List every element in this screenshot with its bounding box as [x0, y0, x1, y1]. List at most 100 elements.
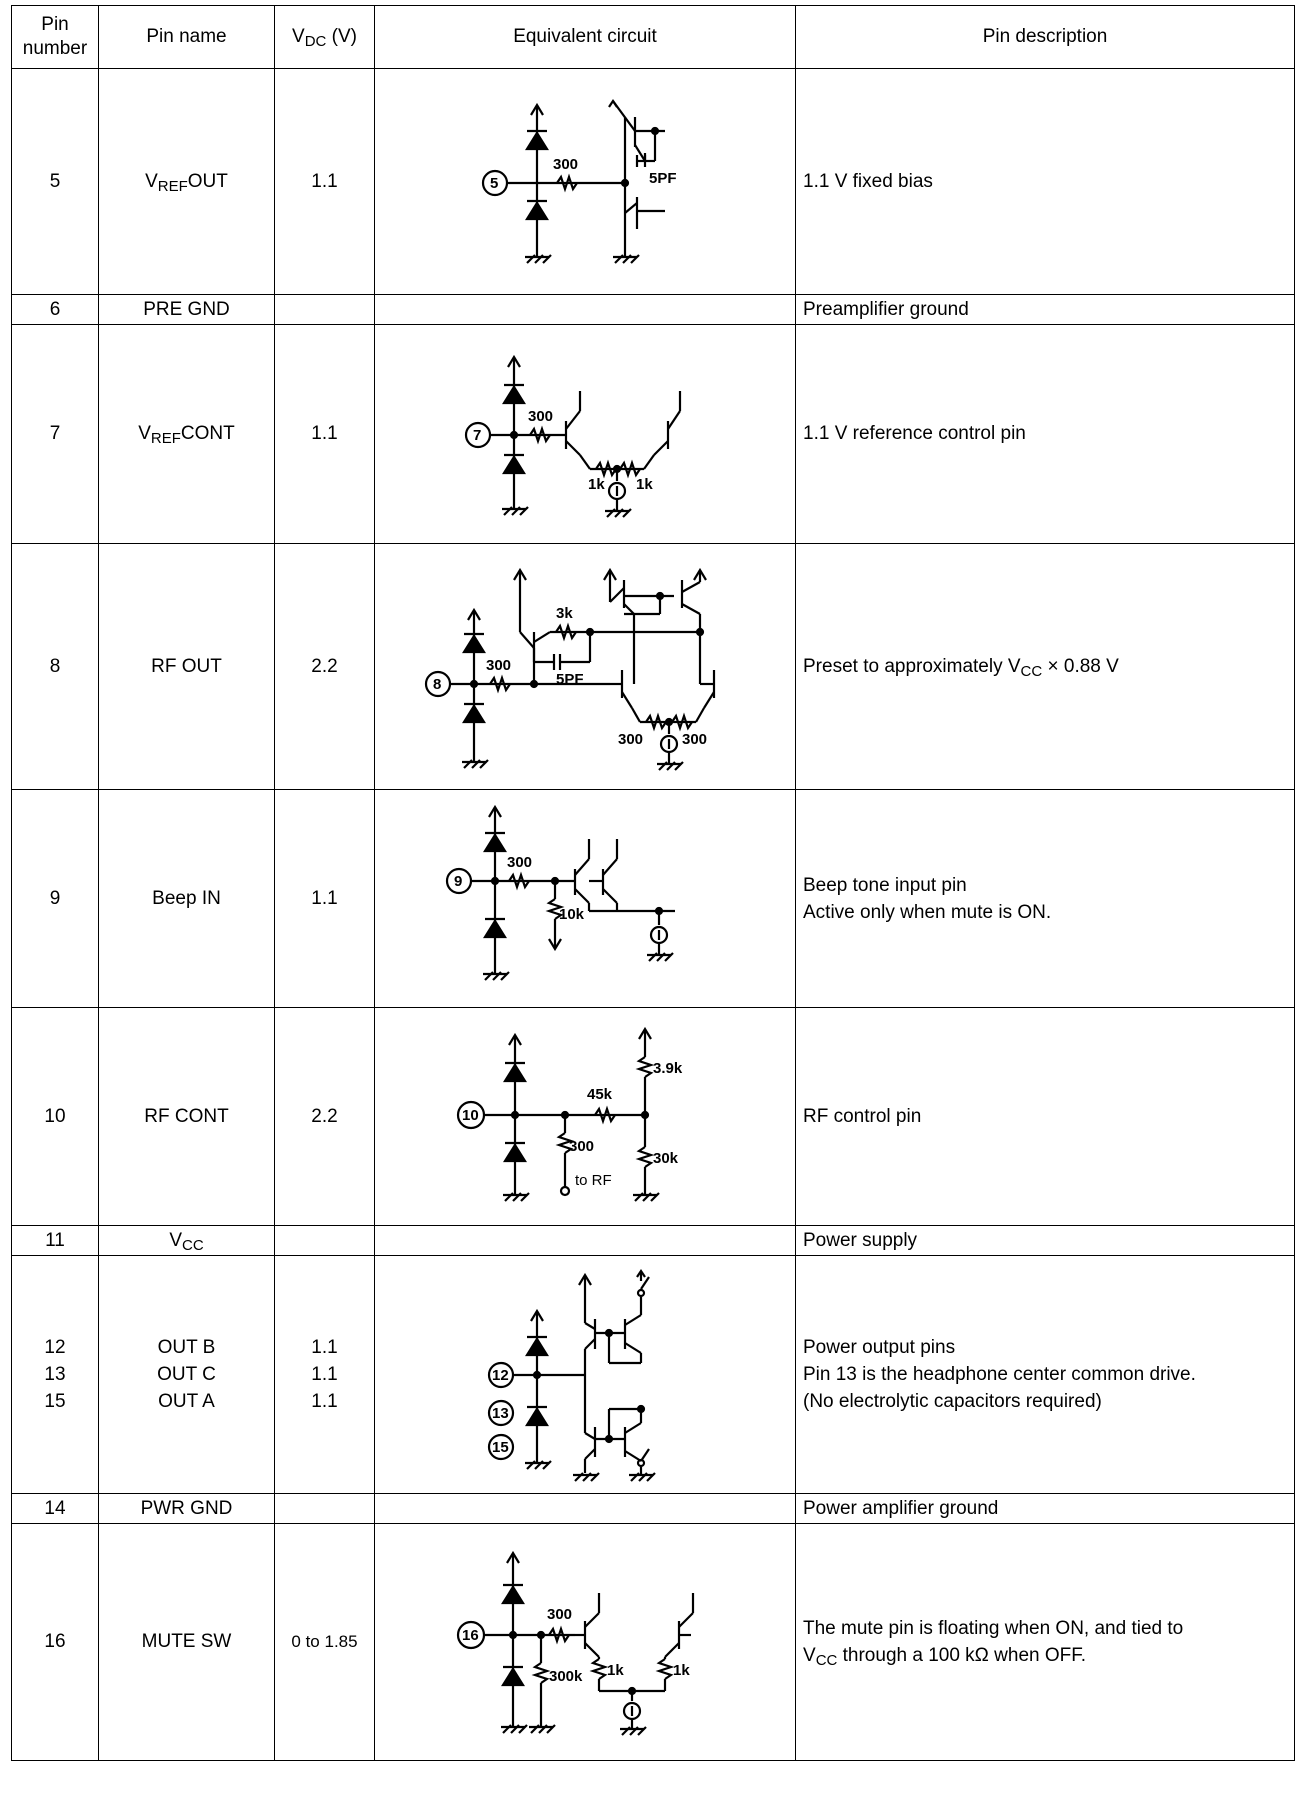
pin-number: 9 — [11, 789, 99, 1008]
header-pin-name: Pin name — [98, 5, 275, 69]
table-row: 5 VREFOUT 1.1 5 300 5PF — [11, 68, 1295, 295]
equivalent-circuit: 5 300 5PF — [374, 68, 796, 295]
table-row: 7 VREFCONT 1.1 7 300 — [11, 324, 1295, 544]
header-equivalent-circuit: Equivalent circuit — [374, 5, 796, 69]
svg-text:9: 9 — [454, 873, 462, 890]
equivalent-circuit — [374, 294, 796, 325]
pin-name: VCC — [98, 1225, 275, 1256]
circuit-diagram-pin9: 9 300 10k — [445, 804, 675, 981]
svg-text:30k: 30k — [653, 1150, 679, 1167]
equivalent-circuit: 7 300 1k 1k — [374, 324, 796, 544]
equivalent-circuit: 12 13 15 — [374, 1255, 796, 1494]
table-row: 6 PRE GND Preamplifier ground — [11, 294, 1295, 325]
pin-number: 10 — [11, 1007, 99, 1226]
svg-text:300: 300 — [528, 408, 553, 425]
circuit-diagram-pin10: 10 300 to RF 45k 3.9k 30k — [456, 1026, 683, 1202]
svg-text:5: 5 — [490, 175, 498, 192]
svg-text:3.9k: 3.9k — [653, 1060, 683, 1077]
circuit-diagram-pin7: 7 300 1k 1k — [464, 354, 682, 518]
pin-description: 1.1 V reference control pin — [795, 324, 1295, 544]
circuit-diagram-pin12-13-15: 12 13 15 — [487, 1268, 656, 1482]
svg-text:12: 12 — [492, 1367, 509, 1384]
table-row: 9 Beep IN 1.1 9 300 10k — [11, 789, 1295, 1008]
svg-text:1k: 1k — [636, 476, 653, 493]
svg-text:5PF: 5PF — [649, 170, 677, 187]
pin-name: MUTE SW — [98, 1523, 275, 1761]
svg-text:300k: 300k — [549, 1668, 583, 1685]
pin-number: 11 — [11, 1225, 99, 1256]
pin-name: VREFOUT — [98, 68, 275, 295]
pin-vdc: 2.2 — [274, 543, 375, 790]
pin-description: Power supply — [795, 1225, 1295, 1256]
equivalent-circuit — [374, 1493, 796, 1524]
table-row: 14 PWR GND Power amplifier ground — [11, 1493, 1295, 1524]
svg-text:1k: 1k — [588, 476, 605, 493]
circuit-diagram-pin8: 8 300 3k 5PF — [424, 567, 716, 771]
pin-number: 5 — [11, 68, 99, 295]
equivalent-circuit: 10 300 to RF 45k 3.9k 30k — [374, 1007, 796, 1226]
pin-name: PRE GND — [98, 294, 275, 325]
svg-text:300: 300 — [553, 156, 578, 173]
circuit-diagram-pin5: 5 300 5PF — [481, 98, 677, 264]
header-row: Pin number Pin name VDC (V) Equivalent ci… — [11, 5, 1295, 69]
svg-text:300: 300 — [486, 657, 511, 674]
pin-name: RF OUT — [98, 543, 275, 790]
svg-text:5PF: 5PF — [556, 671, 584, 688]
svg-text:8: 8 — [433, 676, 441, 693]
pin-description: Power output pins Pin 13 is the headphone… — [795, 1255, 1295, 1494]
svg-text:45k: 45k — [587, 1086, 613, 1103]
table-row: 8 RF OUT 2.2 8 300 3k — [11, 543, 1295, 790]
svg-text:16: 16 — [462, 1627, 479, 1644]
pin-description: Preset to approximately VCC × 0.88 V — [795, 543, 1295, 790]
pin-vdc — [274, 1493, 375, 1524]
svg-text:300: 300 — [507, 854, 532, 871]
svg-text:10k: 10k — [559, 906, 585, 923]
pin-vdc: 1.1 — [274, 68, 375, 295]
table-row: 16 MUTE SW 0 to 1.85 16 300k 300 — [11, 1523, 1295, 1761]
header-pin-description: Pin description — [795, 5, 1295, 69]
svg-text:3k: 3k — [556, 605, 573, 622]
pin-number: 14 — [11, 1493, 99, 1524]
pin-name: VREFCONT — [98, 324, 275, 544]
svg-text:15: 15 — [492, 1439, 509, 1456]
equivalent-circuit: 8 300 3k 5PF — [374, 543, 796, 790]
pin-vdc: 0 to 1.85 — [274, 1523, 375, 1761]
svg-text:1k: 1k — [607, 1662, 624, 1679]
pin-name: OUT B OUT C OUT A — [98, 1255, 275, 1494]
pin-vdc — [274, 1225, 375, 1256]
pin-vdc: 1.1 1.1 1.1 — [274, 1255, 375, 1494]
table-row: 10 RF CONT 2.2 10 300 to RF 45k — [11, 1007, 1295, 1226]
pin-number: 6 — [11, 294, 99, 325]
equivalent-circuit — [374, 1225, 796, 1256]
equivalent-circuit: 16 300k 300 1k — [374, 1523, 796, 1761]
pin-number: 7 — [11, 324, 99, 544]
svg-text:300: 300 — [547, 1606, 572, 1623]
pin-name: RF CONT — [98, 1007, 275, 1226]
pin-description: RF control pin — [795, 1007, 1295, 1226]
pin-vdc: 1.1 — [274, 324, 375, 544]
pin-number: 12 13 15 — [11, 1255, 99, 1494]
pin-vdc: 1.1 — [274, 789, 375, 1008]
pin-description: Beep tone input pin Active only when mute… — [795, 789, 1295, 1008]
equivalent-circuit: 9 300 10k — [374, 789, 796, 1008]
svg-text:1k: 1k — [673, 1662, 690, 1679]
pin-table: Pin number Pin name VDC (V) Equivalent ci… — [11, 5, 1295, 1761]
table-row: 11 VCC Power supply — [11, 1225, 1295, 1256]
svg-text:7: 7 — [473, 427, 481, 444]
svg-text:to RF: to RF — [575, 1172, 612, 1189]
svg-text:300: 300 — [618, 731, 643, 748]
svg-text:300: 300 — [682, 731, 707, 748]
pin-description: Preamplifier ground — [795, 294, 1295, 325]
pin-description: 1.1 V fixed bias — [795, 68, 1295, 295]
pin-description: Power amplifier ground — [795, 1493, 1295, 1524]
svg-text:10: 10 — [462, 1107, 479, 1124]
svg-text:13: 13 — [492, 1405, 509, 1422]
table-row: 12 13 15 OUT B OUT C OUT A 1.1 1.1 1.1 12 13 1… — [11, 1255, 1295, 1494]
header-pin-number: Pin number — [11, 5, 99, 69]
pin-name: PWR GND — [98, 1493, 275, 1524]
circuit-diagram-pin16: 16 300k 300 1k — [456, 1550, 695, 1736]
pin-number: 8 — [11, 543, 99, 790]
pin-vdc: 2.2 — [274, 1007, 375, 1226]
pin-name: Beep IN — [98, 789, 275, 1008]
pin-number: 16 — [11, 1523, 99, 1761]
